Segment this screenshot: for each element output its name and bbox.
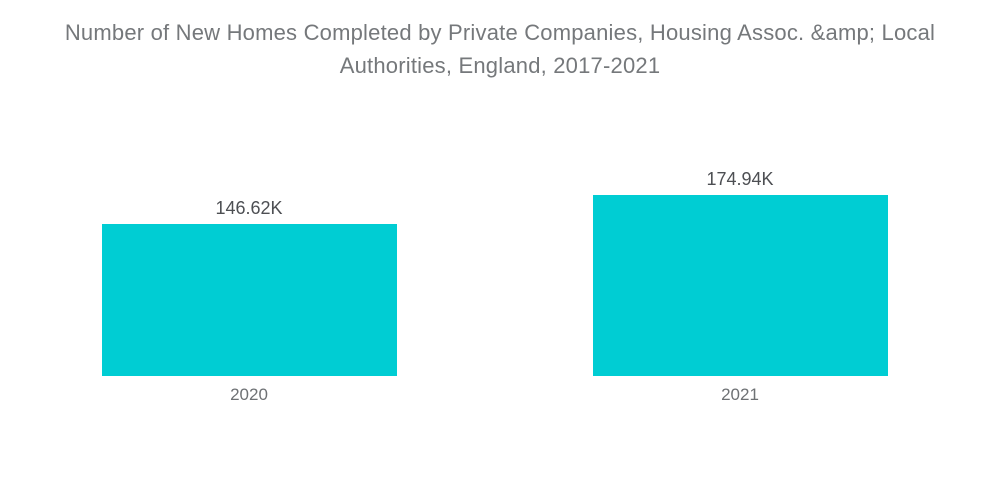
bar-2020 <box>101 224 397 376</box>
category-label-2021: 2021 <box>721 385 759 404</box>
chart-title-line-1: Number of New Homes Completed by Private… <box>64 20 936 45</box>
chart-title-line-2: Authorities, England, 2017-2021 <box>339 53 661 78</box>
value-label-2021: 174.94K <box>706 169 774 189</box>
chart-title: Number of New Homes Completed by Private… <box>0 16 1000 82</box>
bar-2021 <box>592 195 888 376</box>
category-label-2020: 2020 <box>230 385 268 404</box>
value-label-2020: 146.62K <box>215 198 283 218</box>
